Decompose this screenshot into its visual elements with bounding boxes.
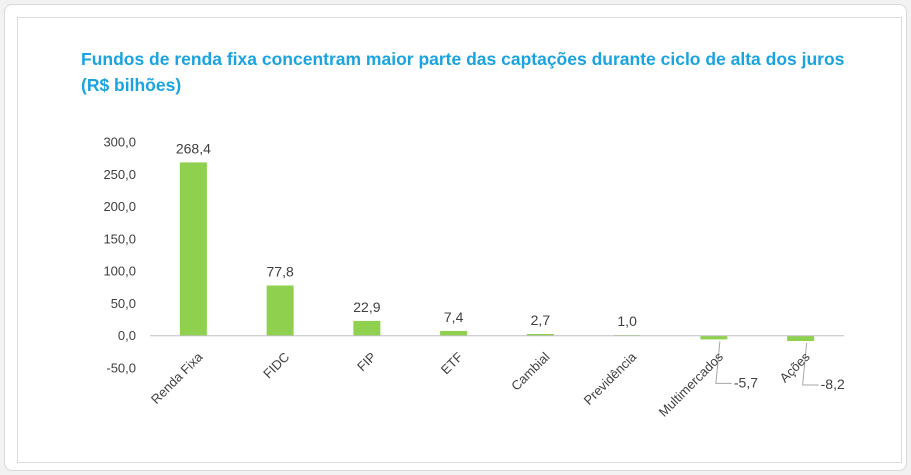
y-tick-label: 0,0 [118, 328, 136, 343]
category-label: FIP [354, 349, 379, 374]
bar [700, 335, 728, 340]
data-label-leader [715, 341, 732, 384]
bar [179, 162, 207, 336]
y-axis: 300,0 250,0 200,0 150,0 100,0 50,0 0,0 -50,0 [103, 135, 136, 376]
y-tick-label: 50,0 [111, 296, 136, 311]
data-label: 268,4 [176, 140, 211, 156]
data-label: 1,0 [617, 313, 637, 329]
category-labels: Renda Fixa FIDC FIP ETF Cambial Previdência Mu… [148, 349, 813, 420]
bar-chart-plot: 300,0 250,0 200,0 150,0 100,0 50,0 0,0 -50,0 26… [103, 135, 845, 420]
y-tick-label: 150,0 [103, 231, 136, 246]
y-tick-label: 200,0 [103, 199, 136, 214]
y-tick-label: -50,0 [106, 361, 136, 376]
data-labels: 268,4 77,8 22,9 7,4 2,7 1,0 -5,7 -8,2 [176, 140, 845, 392]
chart-title: Fundos de renda fixa concentram maior pa… [81, 49, 845, 95]
bar [353, 320, 381, 336]
data-label: -5,7 [734, 374, 758, 390]
data-label: 77,8 [267, 263, 294, 279]
category-label: Cambial [508, 349, 552, 393]
bar [266, 285, 294, 336]
data-label: 2,7 [531, 312, 551, 328]
bar [440, 330, 468, 336]
data-label: -8,2 [821, 376, 845, 392]
y-tick-label: 100,0 [103, 264, 136, 279]
y-tick-label: 300,0 [103, 135, 136, 150]
category-label: FIDC [260, 349, 292, 381]
category-label: Multimercados [656, 349, 727, 420]
bars [179, 162, 815, 342]
y-tick-label: 250,0 [103, 167, 136, 182]
data-label: 22,9 [353, 299, 380, 315]
category-label: Renda Fixa [148, 349, 206, 407]
category-label: Ações [777, 349, 814, 386]
screenshot-frame: Fundos de renda fixa concentram maior pa… [4, 4, 907, 471]
data-label: 7,4 [444, 309, 464, 325]
bar [787, 335, 815, 342]
category-label: Previdência [581, 349, 640, 408]
chart-card: Fundos de renda fixa concentram maior pa… [17, 17, 902, 463]
bar [526, 333, 554, 336]
category-label: ETF [438, 349, 466, 377]
data-label-leader [802, 342, 819, 386]
